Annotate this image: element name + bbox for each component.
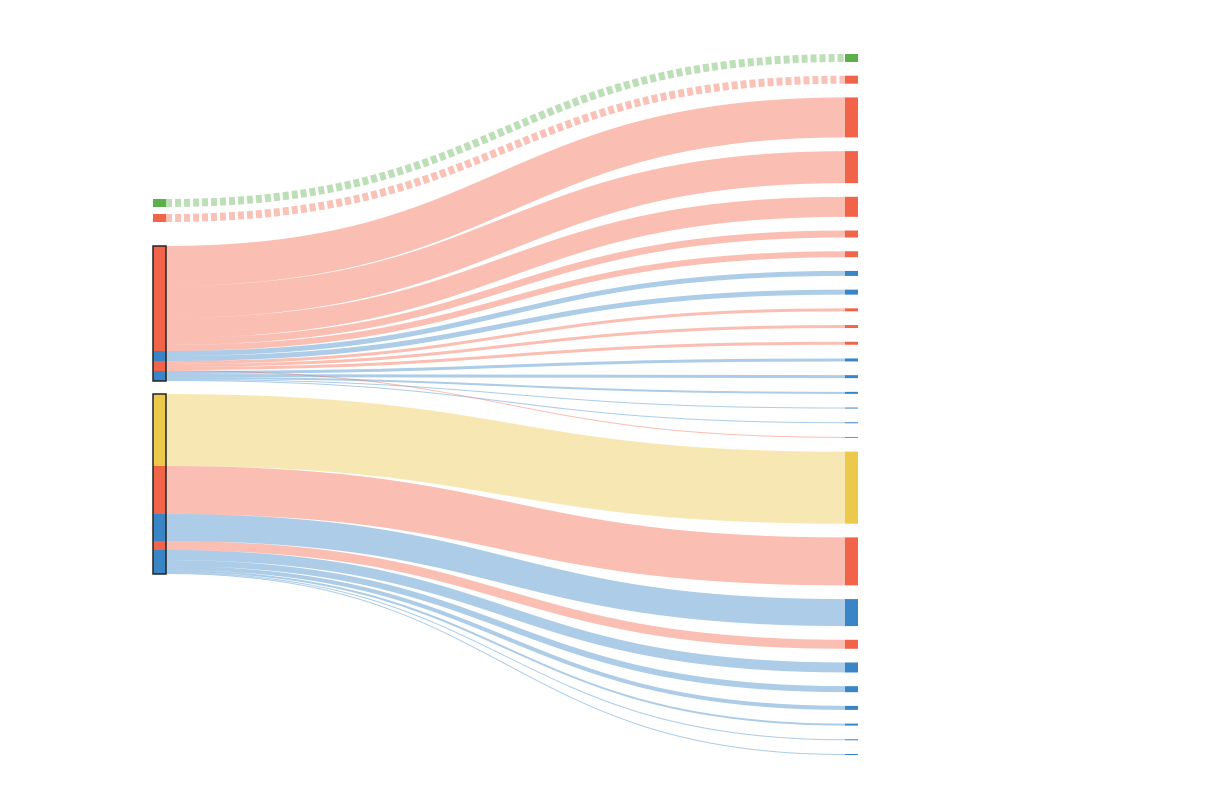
node <box>845 341 858 345</box>
link <box>165 325 846 367</box>
node <box>153 246 166 351</box>
group-box <box>152 393 167 575</box>
link <box>165 97 846 286</box>
node <box>845 451 858 524</box>
link <box>165 374 846 379</box>
link <box>165 251 846 351</box>
node <box>845 422 858 424</box>
link <box>165 377 846 394</box>
link <box>165 550 846 673</box>
node <box>845 97 858 138</box>
link <box>165 196 846 338</box>
node <box>845 686 858 693</box>
link <box>165 394 846 524</box>
node <box>845 436 858 438</box>
node <box>845 754 858 755</box>
link <box>165 572 846 741</box>
node <box>845 308 858 312</box>
node <box>845 325 858 329</box>
node <box>845 639 858 649</box>
node <box>153 371 166 381</box>
link <box>165 358 846 374</box>
node <box>153 199 166 207</box>
link <box>165 308 846 364</box>
link <box>165 573 846 755</box>
link <box>165 514 846 627</box>
link <box>165 230 846 345</box>
node <box>845 723 858 726</box>
node <box>845 289 858 295</box>
group-box <box>152 245 167 382</box>
link <box>165 289 846 361</box>
node <box>845 391 858 394</box>
link <box>165 560 846 693</box>
node <box>153 541 166 550</box>
node <box>153 466 166 514</box>
link <box>165 54 846 207</box>
link <box>165 370 846 438</box>
node <box>845 358 858 362</box>
node <box>845 270 858 276</box>
node <box>153 361 166 371</box>
node <box>845 151 858 184</box>
node <box>153 214 166 222</box>
node <box>845 75 858 84</box>
node <box>845 407 858 409</box>
link <box>165 541 846 649</box>
node <box>845 705 858 710</box>
link <box>165 380 846 424</box>
node <box>845 196 858 217</box>
node <box>845 599 858 627</box>
link <box>165 566 846 710</box>
link <box>165 379 846 409</box>
node <box>845 54 858 62</box>
link <box>165 151 846 318</box>
node <box>845 375 858 379</box>
node <box>845 537 858 586</box>
link <box>165 270 846 356</box>
link <box>165 570 846 726</box>
node <box>845 662 858 673</box>
node <box>845 230 858 238</box>
node <box>153 514 166 541</box>
link <box>165 75 846 222</box>
link <box>165 341 846 370</box>
node <box>153 550 166 574</box>
node <box>845 251 858 258</box>
node <box>845 739 858 741</box>
node <box>153 351 166 361</box>
link <box>165 466 846 586</box>
node <box>153 394 166 466</box>
